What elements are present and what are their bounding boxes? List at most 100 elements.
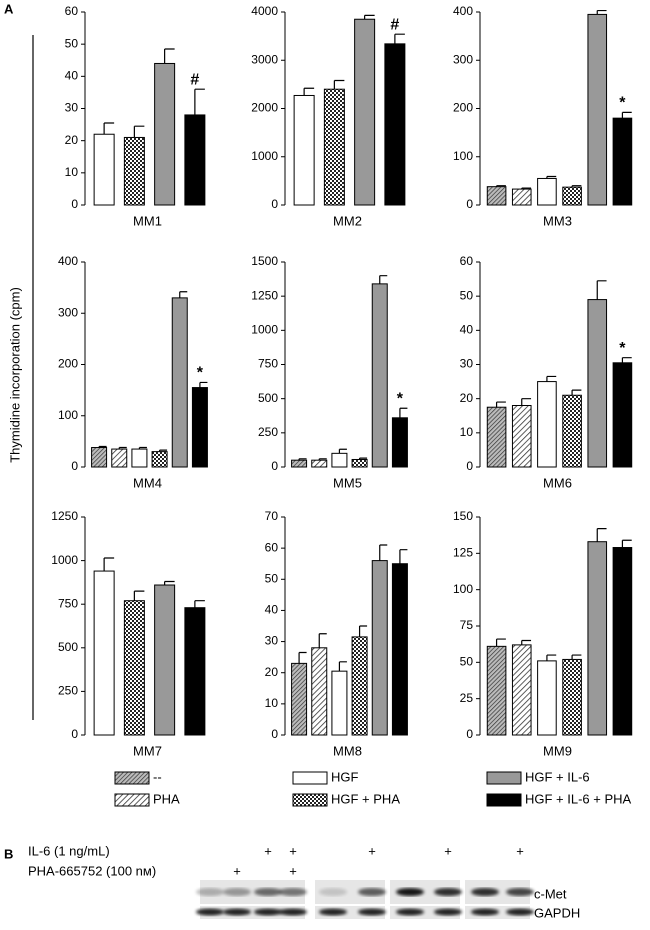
blot-row-label: PHA-665752 (100 nм) [28,863,156,878]
y-tick-label: 50 [265,571,279,585]
y-tick-label: 750 [258,357,278,371]
annotation: # [390,16,399,33]
bar [612,117,633,206]
bar [293,94,315,206]
error-bar [394,33,405,44]
bar [123,600,145,736]
lane-sign: + [516,843,524,858]
error-bar [164,580,175,586]
legend-swatch [486,771,522,785]
y-tick-label: 75 [460,618,474,632]
y-tick-label: 50 [460,288,474,302]
y-tick-label: 1250 [251,288,278,302]
y-tick-label: 60 [65,4,79,18]
y-tick-label: 10 [65,165,79,179]
bar [93,570,115,736]
error-bar [194,88,205,115]
error-bar [521,187,532,190]
y-tick-label: 1000 [51,553,78,567]
blot-row-label: IL-6 (1 ng/mL) [28,843,110,858]
error-bar [596,528,607,542]
y-tick-label: 300 [453,52,473,66]
blot-strip [200,906,305,919]
error-bar [338,448,347,454]
error-bar [571,654,582,660]
bar [371,283,388,468]
error-bar [133,125,145,138]
error-bar [546,175,557,179]
y-tick-label: 150 [453,509,473,523]
legend-label: PHA [153,791,180,806]
chart-title: MM5 [333,475,362,490]
band [279,888,307,896]
chart-title: MM6 [543,475,572,490]
legend-swatch [114,793,150,807]
error-bar [546,375,557,382]
bar [291,459,308,468]
annotation: * [619,340,626,357]
chart-title: MM3 [543,213,572,228]
y-tick-label: 100 [453,582,473,596]
y-tick-label: 25 [460,691,474,705]
bar [331,452,348,468]
error-bar [318,458,327,461]
bar [154,62,176,206]
y-tick-label: 60 [265,540,279,554]
error-bar [303,87,315,96]
y-tick-label: 0 [71,459,78,473]
bar [91,447,108,468]
bar [562,186,582,206]
bar [587,13,608,206]
error-bar [495,638,506,647]
bar [391,417,408,468]
bar [323,88,345,206]
legend-swatch [292,793,328,807]
bar [351,458,368,468]
bar [351,636,368,736]
bar [511,188,532,206]
bar [587,299,608,468]
y-tick-label: 3000 [251,52,278,66]
error-bar [379,544,388,561]
error-bar [571,185,582,188]
bar [184,607,206,736]
band [434,908,462,916]
y-tick-label: 750 [58,596,78,610]
band [319,888,347,896]
error-bar [495,185,506,187]
error-bar [199,381,208,388]
lane-sign: + [368,843,376,858]
y-tick-label: 0 [466,197,473,211]
bar [587,541,608,736]
y-tick-label: 1250 [51,509,78,523]
bar [311,647,328,736]
y-tick-label: 4000 [251,4,278,18]
chart-title: MM9 [543,743,572,758]
y-tick-label: 250 [58,684,78,698]
error-bar [298,651,307,664]
y-tick-label: 0 [466,727,473,741]
error-bar [164,48,175,64]
error-bar [621,357,632,363]
annotation: * [619,95,626,112]
error-bar [364,14,375,20]
y-tick-label: 500 [58,640,78,654]
bar [537,177,557,206]
y-tick-label: 500 [258,391,278,405]
error-bar [118,446,127,450]
bar [562,394,582,468]
lane-sign: + [444,843,452,858]
error-bar [318,633,327,648]
y-tick-label: 0 [71,197,78,211]
bar [371,560,388,736]
error-bar [138,446,147,450]
error-bar [596,280,607,300]
error-bar [103,122,115,135]
error-bar [298,458,307,461]
bar [486,645,507,736]
error-bar [98,445,107,448]
error-bar [358,457,368,460]
y-tick-label: 10 [460,425,474,439]
error-bar [399,407,408,418]
